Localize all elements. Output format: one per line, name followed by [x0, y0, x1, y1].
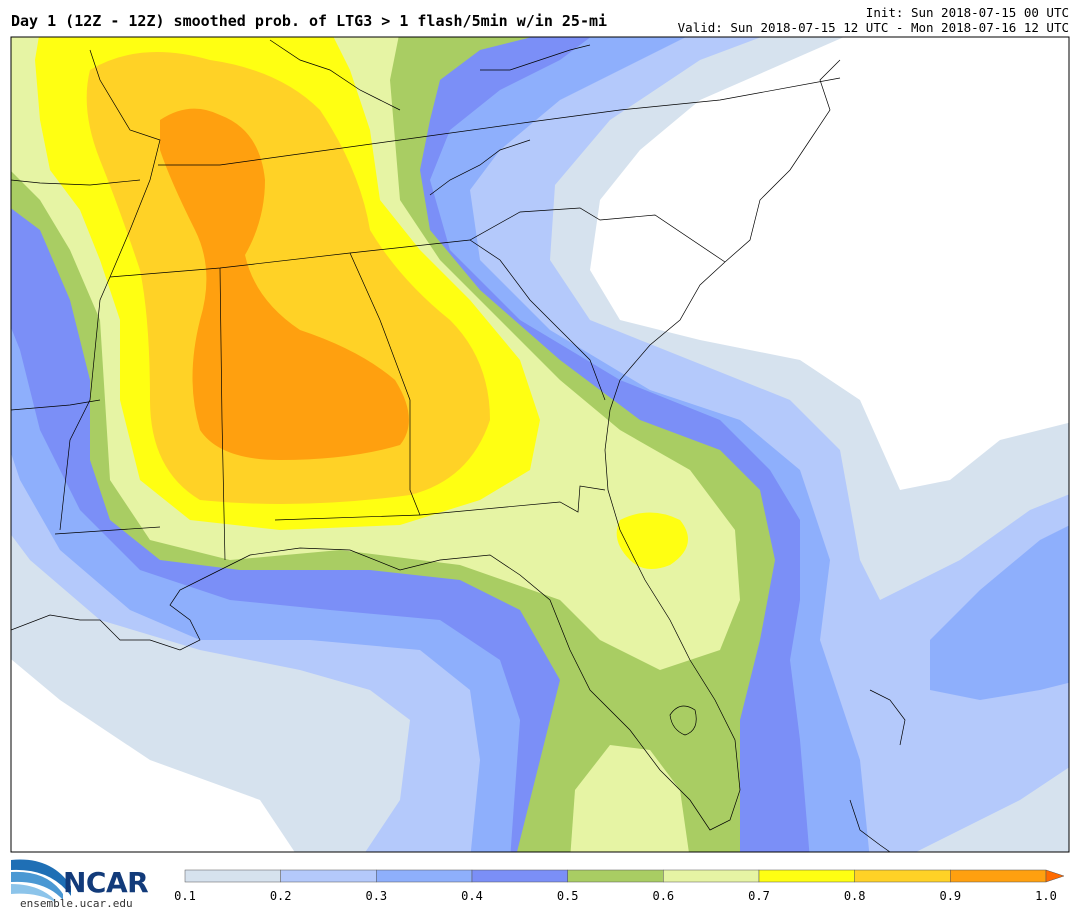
- valid-time: Valid: Sun 2018-07-15 12 UTC - Mon 2018-…: [677, 20, 1069, 35]
- colorbar-swatch: [376, 869, 473, 883]
- map-title: Day 1 (12Z - 12Z) smoothed prob. of LTG3…: [11, 12, 608, 30]
- colorbar-swatch: [854, 869, 951, 883]
- colorbar-tick-label: 0.9: [939, 889, 961, 903]
- colorbar-tick-label: 0.2: [270, 889, 292, 903]
- contour-0.6-south: [570, 745, 689, 852]
- geographic-boundaries: [11, 39, 906, 852]
- run-times: Init: Sun 2018-07-15 00 UTC Valid: Sun 2…: [678, 5, 1069, 35]
- contour-0.7-fl: [616, 512, 688, 569]
- colorbar-swatch: [567, 869, 664, 883]
- ensemble-url: ensemble.ucar.edu: [20, 897, 133, 910]
- colorbar-tick-label: 0.4: [461, 889, 483, 903]
- colorbar-tick-label: 1.0: [1035, 889, 1057, 903]
- colorbar-swatch: [280, 869, 377, 883]
- map-frame: [10, 36, 1070, 853]
- colorbar-swatches: [184, 869, 1065, 883]
- colorbar-swatch: [471, 869, 568, 883]
- init-time: Init: Sun 2018-07-15 00 UTC: [865, 5, 1069, 20]
- ncar-logo-icon: [11, 859, 71, 902]
- ncar-wordmark: NCAR: [63, 866, 149, 899]
- colorbar-tick-label: 0.1: [174, 889, 196, 903]
- colorbar-tick-label: 0.5: [557, 889, 579, 903]
- contour-0.3-east: [930, 525, 1069, 700]
- colorbar-swatch: [663, 869, 760, 883]
- colorbar-tick-label: 0.3: [365, 889, 387, 903]
- colorbar-tick-label: 0.7: [748, 889, 770, 903]
- colorbar-ticks: 0.1 0.2 0.3 0.4 0.5 0.6 0.7 0.8 0.9 1.0: [174, 889, 1057, 903]
- colorbar-tick-label: 0.6: [652, 889, 674, 903]
- colorbar-swatch: [950, 869, 1047, 883]
- colorbar-swatch: [184, 869, 281, 883]
- colorbar-extend-arrow: [1045, 869, 1065, 883]
- contour-0.9: [160, 108, 409, 461]
- colorbar-swatch: [758, 869, 855, 883]
- colorbar-tick-label: 0.8: [844, 889, 866, 903]
